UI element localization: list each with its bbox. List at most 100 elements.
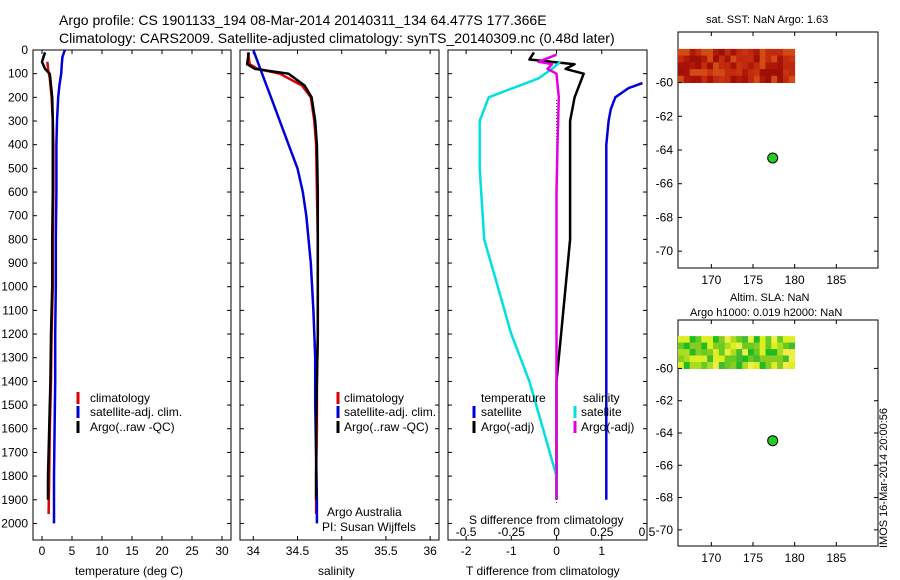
field-cell bbox=[678, 355, 685, 363]
field-cell bbox=[724, 336, 731, 344]
field-cell bbox=[771, 75, 778, 83]
field-cell bbox=[736, 69, 743, 77]
legend-label-sal-satellite: satellite bbox=[581, 405, 622, 419]
field-cell bbox=[713, 69, 720, 77]
difference-axis: -2 -1 0 1 -0.5 -0.25 0 0.25 0.5 bbox=[448, 49, 656, 558]
field-cell bbox=[736, 75, 743, 83]
field-cell bbox=[718, 69, 726, 77]
field-cell bbox=[753, 362, 761, 369]
field-cell bbox=[736, 355, 743, 363]
sla-field bbox=[678, 336, 796, 369]
field-cell bbox=[689, 75, 696, 83]
field-cell bbox=[777, 55, 784, 63]
sla-map-subtitle: Argo h1000: 0.019 h2000: NaN bbox=[690, 307, 842, 319]
y-tick-label: 0 bbox=[21, 43, 28, 57]
x-top-tick-label: 0 bbox=[553, 525, 560, 539]
field-cell bbox=[771, 62, 778, 70]
field-cell bbox=[742, 55, 749, 63]
field-cell bbox=[765, 75, 772, 83]
difference-panel: -2 -1 0 1 -0.5 -0.25 0 0.25 0.5 S difference fro… bbox=[447, 49, 656, 578]
field-cell bbox=[701, 355, 708, 363]
field-cell bbox=[683, 349, 691, 357]
field-cell bbox=[765, 355, 772, 363]
y-tick-label: 1300 bbox=[1, 351, 28, 365]
temperature-legend: climatology satellite-adj. clim. Argo(..… bbox=[76, 391, 182, 434]
salinity-xlabel: salinity bbox=[318, 564, 355, 578]
field-cell bbox=[707, 342, 714, 350]
y-tick-label: 2000 bbox=[1, 516, 28, 530]
field-cell bbox=[753, 349, 761, 357]
field-cell bbox=[783, 362, 790, 369]
field-cell bbox=[742, 349, 749, 357]
field-cell bbox=[788, 362, 796, 369]
field-cell bbox=[765, 362, 772, 369]
sst-field bbox=[678, 48, 796, 83]
field-cell bbox=[713, 55, 720, 63]
field-cell bbox=[678, 55, 685, 63]
sst-map-panel: sat. SST: NaN Argo: 1.63 170 175 180 185 -60… bbox=[656, 14, 879, 287]
field-cell bbox=[730, 342, 737, 350]
field-cell bbox=[742, 62, 749, 70]
annotation-pi: PI: Susan Wijffels bbox=[322, 520, 416, 534]
field-cell bbox=[683, 75, 691, 83]
x-top-tick-label: -0.5 bbox=[456, 525, 477, 539]
field-cell bbox=[759, 362, 766, 369]
field-cell bbox=[695, 342, 702, 350]
field-cell bbox=[765, 55, 772, 63]
field-cell bbox=[678, 75, 685, 83]
field-cell bbox=[742, 48, 749, 57]
field-cell bbox=[783, 62, 790, 70]
x-tick-label: 36 bbox=[423, 544, 437, 558]
field-cell bbox=[742, 355, 749, 363]
field-cell bbox=[736, 62, 743, 70]
salinity-axis: 34 34.5 35 35.5 36 bbox=[240, 49, 439, 558]
field-cell bbox=[678, 342, 685, 350]
field-cell bbox=[730, 55, 737, 63]
x-top-tick-label: -0.25 bbox=[498, 525, 526, 539]
x-tick-label: 25 bbox=[185, 544, 199, 558]
field-cell bbox=[783, 342, 790, 350]
field-cell bbox=[759, 69, 766, 77]
x-tick-label: 35.5 bbox=[374, 544, 398, 558]
imos-timestamp-stamp: IMOS 16-Mar-2014 20:00:56 bbox=[878, 408, 890, 548]
field-cell bbox=[765, 69, 772, 77]
field-cell bbox=[765, 48, 772, 57]
field-cell bbox=[771, 336, 778, 344]
field-cell bbox=[788, 55, 796, 63]
field-cell bbox=[689, 62, 696, 70]
field-cell bbox=[730, 48, 737, 57]
field-cell bbox=[748, 69, 755, 77]
x-tick-label: -1 bbox=[506, 544, 517, 558]
field-cell bbox=[678, 62, 685, 70]
field-cell bbox=[759, 349, 766, 357]
field-cell bbox=[730, 75, 737, 83]
field-cell bbox=[713, 362, 720, 369]
field-cell bbox=[788, 349, 796, 357]
field-cell bbox=[718, 342, 726, 350]
field-cell bbox=[788, 48, 796, 57]
legend-header-salinity: salinity bbox=[583, 391, 620, 405]
field-cell bbox=[683, 355, 691, 363]
field-cell bbox=[678, 69, 685, 77]
salinity-legend: climatology satellite-adj. clim. Argo(..… bbox=[336, 391, 436, 434]
field-cell bbox=[701, 349, 708, 357]
field-cell bbox=[777, 75, 784, 83]
field-cell bbox=[748, 48, 755, 57]
field-cell bbox=[713, 48, 720, 57]
map-y-tick-label: -64 bbox=[656, 426, 674, 440]
temperature-axes-frame bbox=[32, 49, 232, 541]
y-tick-label: 1400 bbox=[1, 374, 28, 388]
field-cell bbox=[748, 355, 755, 363]
legend-label-climatology: climatology bbox=[90, 391, 150, 405]
field-cell bbox=[713, 355, 720, 363]
x-tick-label: 20 bbox=[155, 544, 169, 558]
field-cell bbox=[701, 62, 708, 70]
sla-map-axis: 170 175 180 185 -60 -62 -64 -66 -68 -70 bbox=[656, 320, 878, 565]
y-tick-label: 100 bbox=[8, 67, 28, 81]
legend-label-sal-argo: Argo(-adj) bbox=[581, 420, 634, 434]
salinity-panel: 34 34.5 35 35.5 36 salinity climatology sate… bbox=[239, 49, 440, 578]
field-cell bbox=[689, 349, 696, 357]
field-cell bbox=[777, 69, 784, 77]
field-cell bbox=[759, 342, 766, 350]
field-cell bbox=[742, 362, 749, 369]
